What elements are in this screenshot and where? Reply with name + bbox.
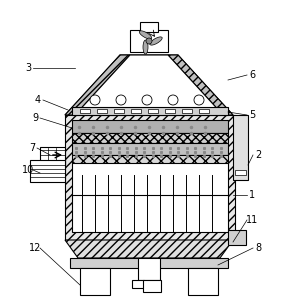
Polygon shape bbox=[65, 55, 233, 115]
Bar bbox=[72, 107, 228, 115]
Text: 2: 2 bbox=[255, 150, 261, 160]
Circle shape bbox=[116, 95, 126, 105]
Circle shape bbox=[146, 38, 152, 44]
Ellipse shape bbox=[143, 40, 148, 54]
Bar bbox=[235, 170, 246, 175]
Bar bbox=[131, 109, 141, 113]
Circle shape bbox=[194, 95, 204, 105]
Bar bbox=[80, 268, 110, 295]
Text: 6: 6 bbox=[249, 70, 255, 80]
Text: 7: 7 bbox=[29, 143, 35, 153]
Bar bbox=[30, 160, 65, 182]
Text: 9: 9 bbox=[32, 113, 38, 123]
Bar bbox=[72, 133, 228, 143]
Bar bbox=[130, 30, 168, 52]
Bar bbox=[233, 115, 248, 180]
Text: 11: 11 bbox=[246, 215, 258, 225]
Bar bbox=[188, 268, 218, 295]
Circle shape bbox=[90, 95, 100, 105]
Bar bbox=[80, 109, 90, 113]
Bar bbox=[228, 230, 246, 245]
Polygon shape bbox=[65, 240, 233, 258]
Bar bbox=[114, 109, 124, 113]
Ellipse shape bbox=[150, 37, 162, 45]
Text: 1: 1 bbox=[249, 190, 255, 200]
Text: 10: 10 bbox=[22, 165, 34, 175]
Bar bbox=[72, 160, 228, 232]
Circle shape bbox=[168, 95, 178, 105]
Bar bbox=[165, 109, 175, 113]
Bar bbox=[140, 22, 158, 32]
Circle shape bbox=[142, 95, 152, 105]
Bar bbox=[65, 115, 235, 240]
Ellipse shape bbox=[139, 31, 152, 39]
Bar bbox=[72, 143, 228, 155]
Text: 4: 4 bbox=[35, 95, 41, 105]
Polygon shape bbox=[75, 55, 223, 115]
Bar bbox=[72, 155, 228, 163]
Bar bbox=[148, 109, 158, 113]
Text: 12: 12 bbox=[29, 243, 41, 253]
Bar bbox=[72, 120, 228, 133]
Text: 5: 5 bbox=[249, 110, 255, 120]
Bar bbox=[70, 258, 228, 268]
Polygon shape bbox=[65, 55, 130, 115]
Polygon shape bbox=[168, 55, 233, 115]
Bar bbox=[40, 147, 65, 165]
Bar bbox=[97, 109, 107, 113]
Bar bbox=[143, 280, 161, 292]
Bar bbox=[132, 280, 144, 288]
Text: 8: 8 bbox=[255, 243, 261, 253]
Text: 3: 3 bbox=[25, 63, 31, 73]
Bar bbox=[138, 258, 160, 280]
Bar bbox=[182, 109, 192, 113]
Bar bbox=[199, 109, 209, 113]
